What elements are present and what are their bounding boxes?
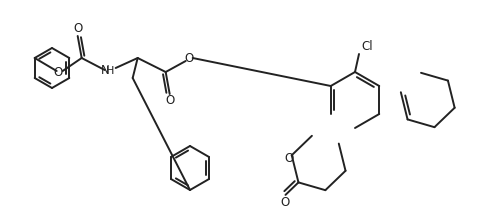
Text: O: O	[281, 196, 290, 209]
Text: Cl: Cl	[361, 41, 372, 54]
Text: N: N	[101, 64, 110, 76]
Text: O: O	[284, 152, 293, 165]
Text: O: O	[53, 66, 62, 78]
Text: O: O	[165, 95, 174, 107]
Text: O: O	[73, 23, 82, 35]
Text: H: H	[105, 66, 114, 76]
Text: O: O	[184, 52, 194, 66]
